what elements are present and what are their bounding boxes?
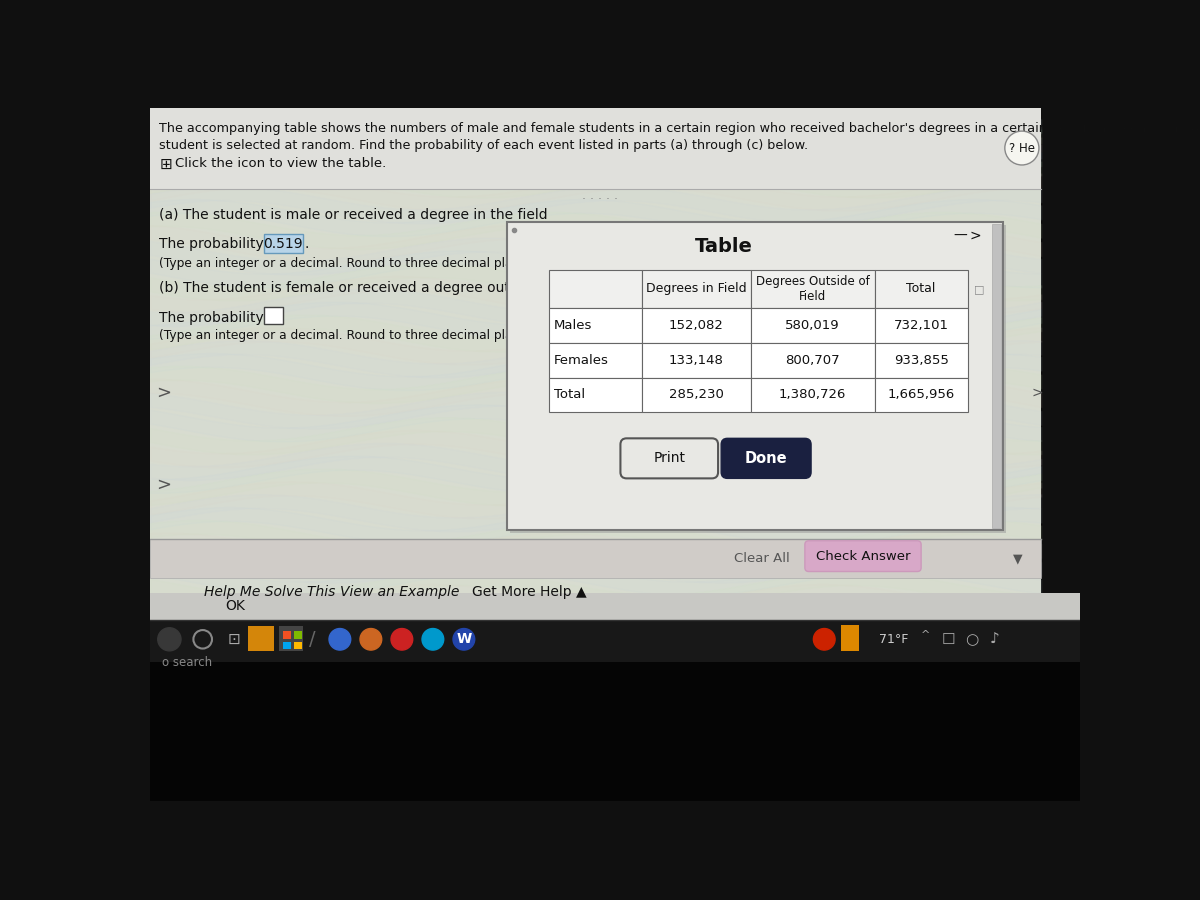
Text: Done: Done <box>745 451 787 466</box>
FancyBboxPatch shape <box>150 108 1042 616</box>
Text: Table: Table <box>695 237 752 256</box>
FancyBboxPatch shape <box>751 377 875 412</box>
FancyBboxPatch shape <box>150 662 1080 816</box>
Text: 800,707: 800,707 <box>785 354 840 366</box>
Text: 732,101: 732,101 <box>894 319 949 332</box>
FancyBboxPatch shape <box>751 270 875 308</box>
Text: 285,230: 285,230 <box>668 388 724 401</box>
Circle shape <box>814 628 835 650</box>
Text: (Type an integer or a decimal. Round to three decimal places as need: (Type an integer or a decimal. Round to … <box>160 256 586 270</box>
FancyBboxPatch shape <box>150 108 1042 189</box>
Text: OK: OK <box>226 599 245 613</box>
Text: Print: Print <box>653 452 685 465</box>
Text: Check Answer: Check Answer <box>816 550 911 562</box>
Text: 1,665,956: 1,665,956 <box>888 388 955 401</box>
Circle shape <box>157 628 181 651</box>
FancyBboxPatch shape <box>510 225 1006 533</box>
FancyBboxPatch shape <box>550 270 642 308</box>
FancyBboxPatch shape <box>550 343 642 377</box>
Text: 1,380,726: 1,380,726 <box>779 388 846 401</box>
Text: 933,855: 933,855 <box>894 354 948 366</box>
FancyBboxPatch shape <box>294 642 302 649</box>
Text: —: — <box>953 229 967 243</box>
FancyBboxPatch shape <box>642 308 751 343</box>
FancyBboxPatch shape <box>751 343 875 377</box>
Text: student is selected at random. Find the probability of each event listed in part: student is selected at random. Find the … <box>160 139 809 152</box>
Circle shape <box>329 628 350 650</box>
Text: Clear All: Clear All <box>734 552 790 565</box>
Text: Males: Males <box>553 319 592 332</box>
Text: Total: Total <box>553 388 584 401</box>
FancyBboxPatch shape <box>283 642 292 649</box>
FancyBboxPatch shape <box>506 222 1002 530</box>
FancyBboxPatch shape <box>875 270 967 308</box>
Text: The probability is: The probability is <box>160 310 284 325</box>
Text: · · · · ·: · · · · · <box>582 193 618 206</box>
Text: ○: ○ <box>965 632 978 647</box>
FancyBboxPatch shape <box>875 377 967 412</box>
FancyBboxPatch shape <box>642 377 751 412</box>
Text: Degrees Outside of
Field: Degrees Outside of Field <box>756 275 870 303</box>
FancyBboxPatch shape <box>150 593 1080 620</box>
Text: >: > <box>156 384 172 402</box>
Text: (b) The student is female or received a degree outside of the field.: (b) The student is female or received a … <box>160 281 623 295</box>
Text: ▼: ▼ <box>1013 552 1022 565</box>
FancyBboxPatch shape <box>875 308 967 343</box>
Text: Total: Total <box>906 283 936 295</box>
Text: >: > <box>970 229 982 243</box>
Circle shape <box>422 628 444 650</box>
Text: >: > <box>1031 386 1043 400</box>
Text: ♪: ♪ <box>990 632 1000 647</box>
FancyBboxPatch shape <box>150 539 1042 578</box>
Circle shape <box>454 628 475 650</box>
FancyBboxPatch shape <box>264 234 302 253</box>
Text: ⊡: ⊡ <box>227 632 240 647</box>
Text: ^: ^ <box>920 631 930 641</box>
Text: /: / <box>310 630 316 649</box>
FancyBboxPatch shape <box>247 626 274 651</box>
Text: Help Me Solve This: Help Me Solve This <box>204 585 336 599</box>
Text: .: . <box>305 238 310 251</box>
FancyBboxPatch shape <box>805 541 922 572</box>
FancyBboxPatch shape <box>875 343 967 377</box>
FancyBboxPatch shape <box>721 438 811 479</box>
Text: (Type an integer or a decimal. Round to three decimal places as need: (Type an integer or a decimal. Round to … <box>160 329 586 342</box>
Circle shape <box>1004 131 1039 165</box>
Text: Females: Females <box>553 354 608 366</box>
Text: 0.519: 0.519 <box>264 237 304 250</box>
FancyBboxPatch shape <box>550 377 642 412</box>
Text: >: > <box>156 476 172 494</box>
Text: Degrees in Field: Degrees in Field <box>646 283 746 295</box>
Text: □: □ <box>974 284 984 294</box>
FancyBboxPatch shape <box>642 270 751 308</box>
FancyBboxPatch shape <box>283 631 292 638</box>
Text: o search: o search <box>162 656 211 669</box>
Text: ⊞: ⊞ <box>160 158 172 172</box>
Text: Click the icon to view the table.: Click the icon to view the table. <box>175 158 386 170</box>
Text: The probability is: The probability is <box>160 238 284 251</box>
FancyBboxPatch shape <box>278 626 304 651</box>
FancyBboxPatch shape <box>294 631 302 638</box>
FancyBboxPatch shape <box>620 438 718 479</box>
Text: Get More Help ▲: Get More Help ▲ <box>472 585 587 599</box>
Text: 71°F: 71°F <box>878 633 908 646</box>
FancyBboxPatch shape <box>991 223 1001 528</box>
Text: 133,148: 133,148 <box>668 354 724 366</box>
Text: 152,082: 152,082 <box>668 319 724 332</box>
Text: 580,019: 580,019 <box>785 319 840 332</box>
FancyBboxPatch shape <box>150 620 1080 801</box>
Circle shape <box>391 628 413 650</box>
Text: (a) The student is male or received a degree in the field: (a) The student is male or received a de… <box>160 208 548 222</box>
Text: ? He: ? He <box>1009 141 1034 155</box>
FancyBboxPatch shape <box>550 308 642 343</box>
FancyBboxPatch shape <box>264 308 282 324</box>
Text: ☐: ☐ <box>942 632 955 647</box>
Circle shape <box>360 628 382 650</box>
Text: View an Example: View an Example <box>340 585 460 599</box>
FancyBboxPatch shape <box>642 343 751 377</box>
Text: The accompanying table shows the numbers of male and female students in a certai: The accompanying table shows the numbers… <box>160 122 1200 135</box>
FancyBboxPatch shape <box>840 625 859 651</box>
FancyBboxPatch shape <box>751 308 875 343</box>
Text: W: W <box>456 633 472 646</box>
